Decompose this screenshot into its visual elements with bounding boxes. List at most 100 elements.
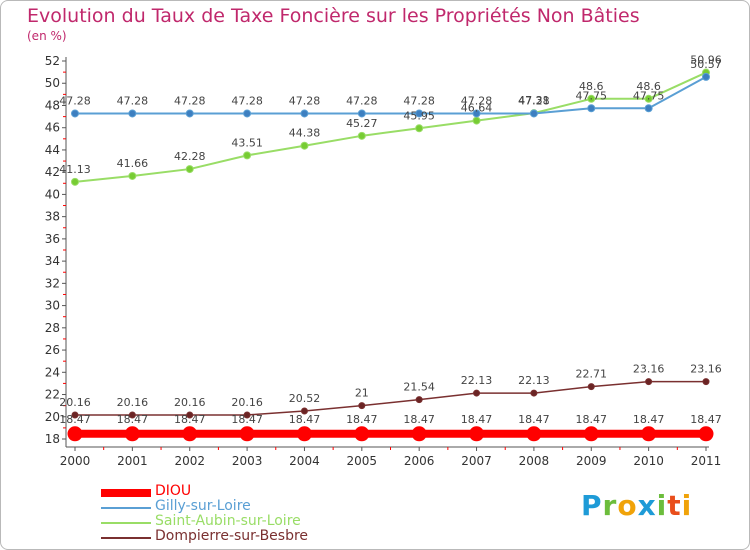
data-point xyxy=(357,131,366,140)
data-label: 22.13 xyxy=(461,374,493,387)
x-tick-label: 2000 xyxy=(60,454,91,468)
data-point xyxy=(128,109,137,118)
logo-letter: P xyxy=(581,489,603,522)
data-point xyxy=(185,165,194,174)
data-label: 18.47 xyxy=(633,413,665,426)
data-label: 20.16 xyxy=(59,396,91,409)
x-tick-label: 2003 xyxy=(232,454,263,468)
legend-swatch xyxy=(101,537,151,539)
legend-label: DIOU xyxy=(155,483,192,499)
data-label: 44.38 xyxy=(289,127,321,140)
data-label: 47.28 xyxy=(346,94,378,107)
data-label: 48.6 xyxy=(579,80,604,93)
data-point xyxy=(296,426,312,442)
data-point xyxy=(71,411,79,419)
data-point xyxy=(243,109,252,118)
data-point xyxy=(587,94,596,103)
data-label: 42.28 xyxy=(174,150,206,163)
data-point xyxy=(354,426,370,442)
legend-swatch xyxy=(101,489,151,497)
x-tick-label: 2009 xyxy=(576,454,607,468)
logo-letter: x xyxy=(637,489,657,522)
data-point xyxy=(239,426,255,442)
legend-label: Dompierre-sur-Besbre xyxy=(155,528,309,544)
x-tick-label: 2007 xyxy=(461,454,492,468)
data-point xyxy=(529,109,538,118)
data-point xyxy=(243,411,251,419)
data-label: 48.6 xyxy=(636,80,661,93)
data-label: 47.28 xyxy=(174,94,206,107)
data-point xyxy=(644,104,653,113)
data-label: 50.96 xyxy=(690,54,722,67)
data-point xyxy=(641,426,657,442)
y-tick-label: 42 xyxy=(45,165,60,179)
data-point xyxy=(300,141,309,150)
x-tick-label: 2011 xyxy=(691,454,722,468)
data-point xyxy=(411,426,427,442)
data-point xyxy=(128,171,137,180)
data-point xyxy=(645,378,653,386)
data-label: 18.47 xyxy=(231,413,263,426)
data-label: 47.28 xyxy=(289,94,321,107)
data-label: 18.47 xyxy=(174,413,206,426)
data-point xyxy=(415,124,424,133)
y-tick-label: 52 xyxy=(45,54,60,68)
y-tick-label: 40 xyxy=(45,187,60,201)
data-point xyxy=(526,426,542,442)
series-line-1 xyxy=(75,76,707,115)
data-point xyxy=(124,426,140,442)
data-label: 41.13 xyxy=(59,163,91,176)
data-point xyxy=(473,389,481,397)
data-point xyxy=(644,94,653,103)
x-tick-label: 2006 xyxy=(404,454,435,468)
x-tick-label: 2008 xyxy=(519,454,550,468)
data-label: 47.75 xyxy=(576,89,608,102)
data-point xyxy=(702,72,710,81)
data-point xyxy=(357,109,366,118)
data-label: 45.27 xyxy=(346,117,378,130)
data-label: 18.47 xyxy=(576,413,608,426)
data-point xyxy=(182,426,198,442)
data-label: 20.16 xyxy=(174,396,206,409)
data-label: 18.47 xyxy=(117,413,149,426)
legend-label: Gilly-sur-Loire xyxy=(155,498,251,514)
data-point xyxy=(469,426,485,442)
data-label: 18.47 xyxy=(59,413,91,426)
x-tick-label: 2001 xyxy=(117,454,148,468)
data-point xyxy=(300,109,309,118)
legend-swatch xyxy=(101,507,151,509)
data-point xyxy=(185,109,194,118)
y-tick-label: 24 xyxy=(45,365,60,379)
data-label: 41.66 xyxy=(117,157,149,170)
data-label: 18.47 xyxy=(518,413,550,426)
y-tick-label: 28 xyxy=(45,321,60,335)
y-tick-label: 18 xyxy=(45,432,60,446)
data-label: 18.47 xyxy=(346,413,378,426)
y-tick-label: 44 xyxy=(45,143,60,157)
logo-letter: t xyxy=(667,489,682,522)
data-label: 43.51 xyxy=(231,136,263,149)
data-point xyxy=(300,407,308,415)
data-point xyxy=(71,177,79,186)
data-label: 20.52 xyxy=(289,392,321,405)
data-label: 18.47 xyxy=(289,413,321,426)
data-label: 23.16 xyxy=(690,363,722,376)
data-label: 18.47 xyxy=(403,413,435,426)
logo-letter: i xyxy=(656,489,668,522)
y-tick-label: 26 xyxy=(45,343,60,357)
series-line-2 xyxy=(74,71,707,183)
y-tick-label: 32 xyxy=(45,276,60,290)
data-point xyxy=(358,402,366,410)
legend-label: Saint-Aubin-sur-Loire xyxy=(155,513,301,529)
data-point xyxy=(587,383,595,391)
data-label: 50.57 xyxy=(690,58,722,71)
data-point xyxy=(472,116,481,125)
data-label: 47.31 xyxy=(518,94,550,107)
chart-title: Evolution du Taux de Taxe Foncière sur l… xyxy=(27,5,640,27)
data-point xyxy=(128,411,136,419)
data-label: 47.28 xyxy=(231,94,263,107)
data-label: 47.75 xyxy=(633,89,665,102)
logo-letter: r xyxy=(602,489,618,522)
y-tick-label: 36 xyxy=(45,232,60,246)
